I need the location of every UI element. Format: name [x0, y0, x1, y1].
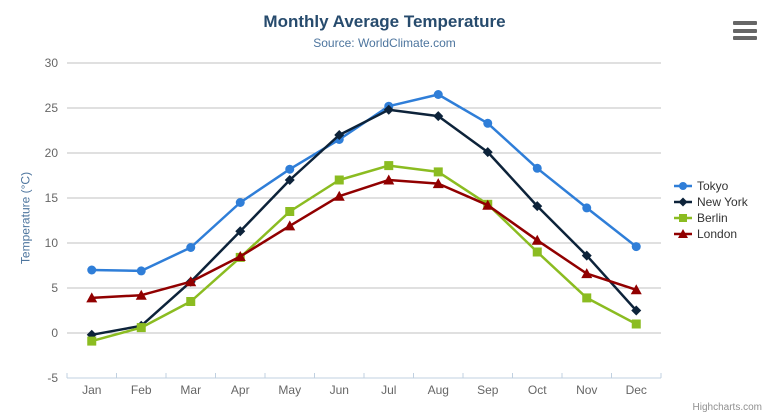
- x-axis-tick-label: Jul: [381, 383, 396, 397]
- diamond-marker-icon[interactable]: [532, 201, 543, 212]
- x-axis-tick-label: Sep: [477, 383, 499, 397]
- x-axis-tick-label: May: [278, 383, 301, 397]
- triangle-marker-icon[interactable]: [135, 289, 147, 300]
- square-marker-icon[interactable]: [582, 293, 592, 303]
- diamond-marker-icon[interactable]: [235, 226, 246, 237]
- series-line-tokyo[interactable]: [90, 93, 638, 273]
- square-marker-icon[interactable]: [532, 247, 542, 257]
- diamond-marker-icon[interactable]: [482, 147, 493, 158]
- circle-marker-icon[interactable]: [582, 203, 592, 213]
- circle-marker-icon[interactable]: [679, 182, 687, 190]
- legend-item-london[interactable]: London: [674, 227, 737, 241]
- legend-item-tokyo[interactable]: Tokyo: [674, 179, 729, 193]
- hamburger-icon: [733, 28, 757, 33]
- triangle-marker-icon[interactable]: [234, 251, 246, 261]
- circle-marker-icon[interactable]: [87, 265, 97, 275]
- series-line-new-york[interactable]: [90, 108, 638, 337]
- export-menu-button[interactable]: [733, 21, 757, 40]
- triangle-marker-icon[interactable]: [432, 178, 444, 189]
- diamond-marker-icon[interactable]: [334, 130, 345, 140]
- legend-label: New York: [697, 195, 749, 209]
- square-marker-icon[interactable]: [384, 161, 394, 171]
- legend-label: Berlin: [697, 211, 728, 225]
- x-axis-tick-label: Jun: [330, 383, 349, 397]
- y-axis-tick-label: 20: [45, 146, 59, 160]
- triangle-marker-icon[interactable]: [531, 234, 543, 245]
- square-marker-icon[interactable]: [285, 207, 295, 216]
- circle-marker-icon[interactable]: [483, 118, 493, 128]
- y-axis-tick-label: 30: [45, 56, 59, 70]
- square-marker-icon[interactable]: [186, 297, 196, 306]
- circle-marker-icon[interactable]: [136, 266, 146, 276]
- triangle-marker-icon[interactable]: [678, 229, 688, 238]
- series-tokyo[interactable]: [87, 90, 641, 276]
- x-axis-tick-label: Aug: [428, 383, 449, 397]
- series-london[interactable]: [86, 174, 642, 303]
- x-axis-tick-label: Feb: [131, 383, 152, 397]
- square-marker-icon[interactable]: [334, 175, 344, 185]
- circle-marker-icon[interactable]: [235, 198, 245, 207]
- y-axis-tick-label: 25: [45, 101, 59, 115]
- hamburger-icon: [733, 36, 757, 40]
- x-axis-tick-label: Mar: [180, 383, 201, 397]
- x-axis-tick-label: Jan: [82, 383, 101, 397]
- diamond-marker-icon[interactable]: [581, 250, 592, 261]
- y-axis-tick-label: 15: [45, 191, 59, 205]
- triangle-marker-icon[interactable]: [630, 284, 642, 295]
- triangle-marker-icon[interactable]: [482, 199, 494, 210]
- x-axis-tick-label: Apr: [231, 383, 250, 397]
- diamond-marker-icon[interactable]: [383, 104, 394, 115]
- diamond-marker-icon[interactable]: [433, 111, 444, 122]
- square-marker-icon[interactable]: [136, 323, 146, 333]
- diamond-marker-icon[interactable]: [678, 197, 688, 207]
- diamond-marker-icon[interactable]: [284, 175, 295, 185]
- chart-subtitle: Source: WorldClimate.com: [313, 36, 456, 50]
- triangle-marker-icon[interactable]: [284, 220, 296, 231]
- series-line-london[interactable]: [90, 178, 638, 300]
- x-axis-tick-label: Nov: [576, 383, 597, 397]
- series-new-york[interactable]: [86, 104, 642, 340]
- series-line-berlin[interactable]: [90, 164, 638, 343]
- x-axis-tick-label: Dec: [626, 383, 647, 397]
- square-marker-icon[interactable]: [433, 167, 443, 177]
- triangle-marker-icon[interactable]: [383, 174, 395, 185]
- legend-item-berlin[interactable]: Berlin: [674, 211, 728, 225]
- y-axis-tick-label: -5: [47, 371, 58, 385]
- circle-marker-icon[interactable]: [631, 242, 641, 252]
- hamburger-icon: [733, 21, 757, 25]
- credits-link[interactable]: Highcharts.com: [692, 402, 762, 413]
- triangle-marker-icon[interactable]: [581, 268, 593, 279]
- circle-marker-icon[interactable]: [186, 243, 196, 252]
- circle-marker-icon[interactable]: [532, 163, 542, 173]
- y-axis-tick-label: 10: [45, 236, 59, 250]
- chart-title: Monthly Average Temperature: [263, 12, 506, 31]
- triangle-marker-icon[interactable]: [333, 190, 345, 201]
- square-marker-icon[interactable]: [679, 214, 687, 222]
- y-axis-tick-label: 0: [51, 326, 58, 340]
- diamond-marker-icon[interactable]: [631, 305, 642, 316]
- square-marker-icon[interactable]: [87, 336, 97, 346]
- triangle-marker-icon[interactable]: [185, 276, 197, 287]
- legend-item-new-york[interactable]: New York: [674, 195, 749, 209]
- circle-marker-icon[interactable]: [285, 164, 295, 174]
- x-axis-tick-label: Oct: [528, 383, 547, 397]
- legend-label: Tokyo: [697, 179, 729, 193]
- legend: Tokyo New York Berlin London: [674, 179, 749, 241]
- y-axis-title: Temperature (°C): [18, 171, 33, 265]
- circle-marker-icon[interactable]: [433, 90, 443, 99]
- square-marker-icon[interactable]: [631, 319, 641, 329]
- triangle-marker-icon[interactable]: [86, 292, 98, 303]
- y-axis-tick-label: 5: [51, 281, 58, 295]
- legend-label: London: [697, 227, 737, 241]
